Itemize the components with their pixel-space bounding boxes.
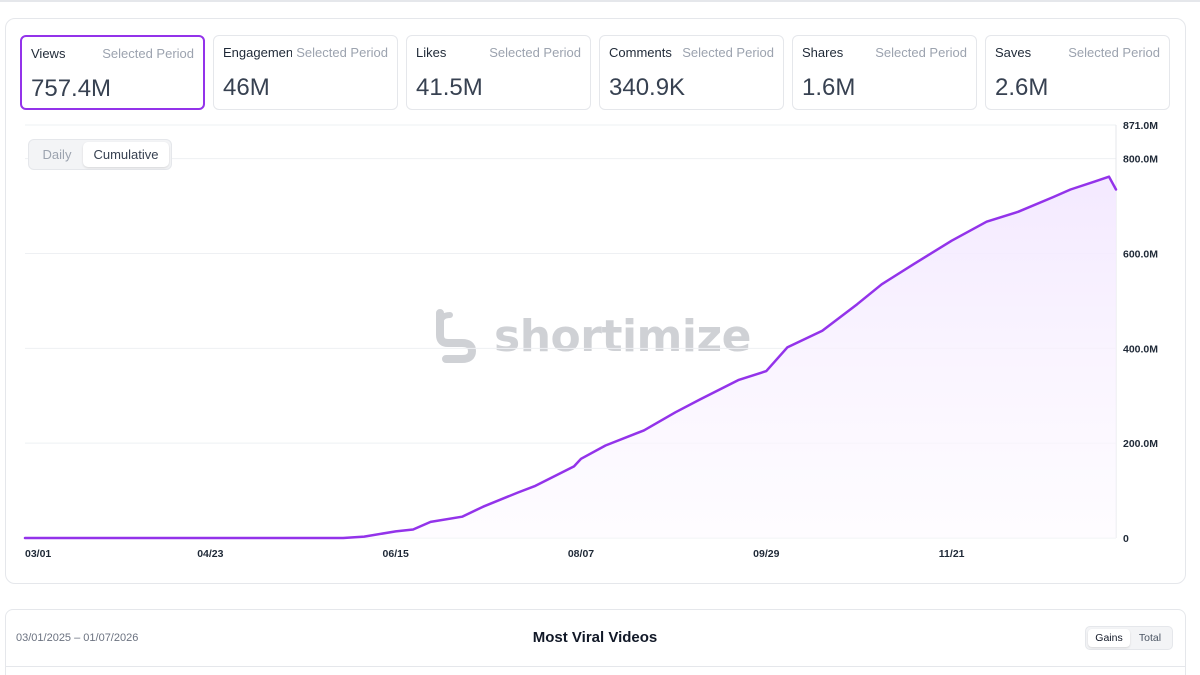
metric-card-engagement[interactable]: Engagement Selected Period 46M <box>213 35 398 110</box>
metric-period: Selected Period <box>1064 45 1160 60</box>
metric-value: 1.6M <box>802 74 856 101</box>
metric-value: 340.9K <box>609 74 686 101</box>
metric-period: Selected Period <box>98 46 194 61</box>
gains-total-toggle: Gains Total <box>1085 626 1173 650</box>
viral-videos-panel <box>5 609 1186 675</box>
daily-toggle-button[interactable]: Daily <box>42 147 72 162</box>
metric-label: Likes <box>416 45 447 60</box>
metric-label: Saves <box>995 45 1032 60</box>
metric-period: Selected Period <box>678 45 774 60</box>
shortimize-logo-icon <box>436 309 477 363</box>
viral-videos-title: Most Viral Videos <box>532 629 658 646</box>
total-button[interactable]: Total <box>1138 632 1162 644</box>
date-range-label: 03/01/2025 – 01/07/2026 <box>16 632 139 644</box>
metric-period: Selected Period <box>485 45 581 60</box>
metric-value: 41.5M <box>416 74 483 101</box>
metric-period: Selected Period <box>292 45 388 60</box>
metric-label: Comments <box>609 45 672 60</box>
watermark-text: shortimize <box>494 310 751 362</box>
metric-value: 757.4M <box>31 75 112 102</box>
shortimize-watermark: shortimize <box>432 306 751 366</box>
metric-value: 2.6M <box>995 74 1049 101</box>
viral-panel-divider <box>6 666 1185 667</box>
daily-cumulative-toggle: Daily Cumulative <box>28 139 172 170</box>
cumulative-toggle-button[interactable]: Cumulative <box>83 142 169 167</box>
metric-card-views[interactable]: Views Selected Period 757.4M <box>20 35 205 110</box>
metric-label: Engagement <box>223 45 297 60</box>
gains-button[interactable]: Gains <box>1088 629 1130 647</box>
metric-period: Selected Period <box>871 45 967 60</box>
metric-card-saves[interactable]: Saves Selected Period 2.6M <box>985 35 1170 110</box>
metric-card-likes[interactable]: Likes Selected Period 41.5M <box>406 35 591 110</box>
metric-value: 46M <box>223 74 270 101</box>
metric-label: Views <box>31 46 66 61</box>
metric-label: Shares <box>802 45 844 60</box>
metric-card-shares[interactable]: Shares Selected Period 1.6M <box>792 35 977 110</box>
metric-cards: Views Selected Period 757.4M Engagement … <box>20 35 1171 111</box>
metric-card-comments[interactable]: Comments Selected Period 340.9K <box>599 35 784 110</box>
top-divider <box>0 0 1200 2</box>
